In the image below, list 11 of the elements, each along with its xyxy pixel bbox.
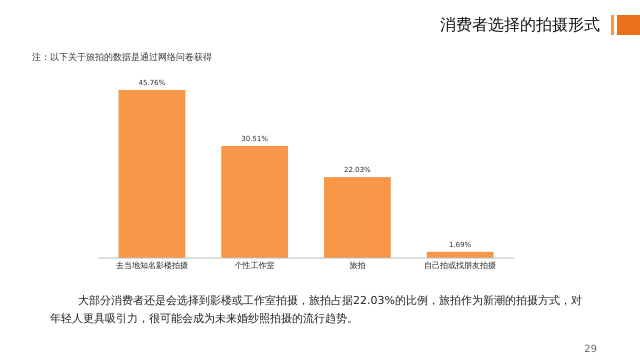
x-tick-label: 自己拍或找朋友拍摄 xyxy=(424,261,496,270)
text: 大部分消费者还是会选择到影楼或工作室拍摄，旅拍占据22.03%的比例，旅拍作为新潮的拍摄方式，对年轻人更具吸引力，很可能会成为未来婚纱照拍摄的流行趋势。 xyxy=(50,293,583,327)
text: 注：以下关于旅拍的数据是通过网络问卷获得 xyxy=(32,52,212,63)
x-tick-label: 个性工作室 xyxy=(234,261,275,270)
chart-title: 消费者选择的拍摄形式 xyxy=(440,15,600,34)
text: 29 xyxy=(584,344,597,355)
bar xyxy=(221,146,288,258)
bar xyxy=(118,90,186,258)
x-tick-label: 去当地知名影楼拍摄 xyxy=(116,261,188,270)
bar xyxy=(324,177,391,258)
x-tick-label: 旅拍 xyxy=(349,261,366,270)
